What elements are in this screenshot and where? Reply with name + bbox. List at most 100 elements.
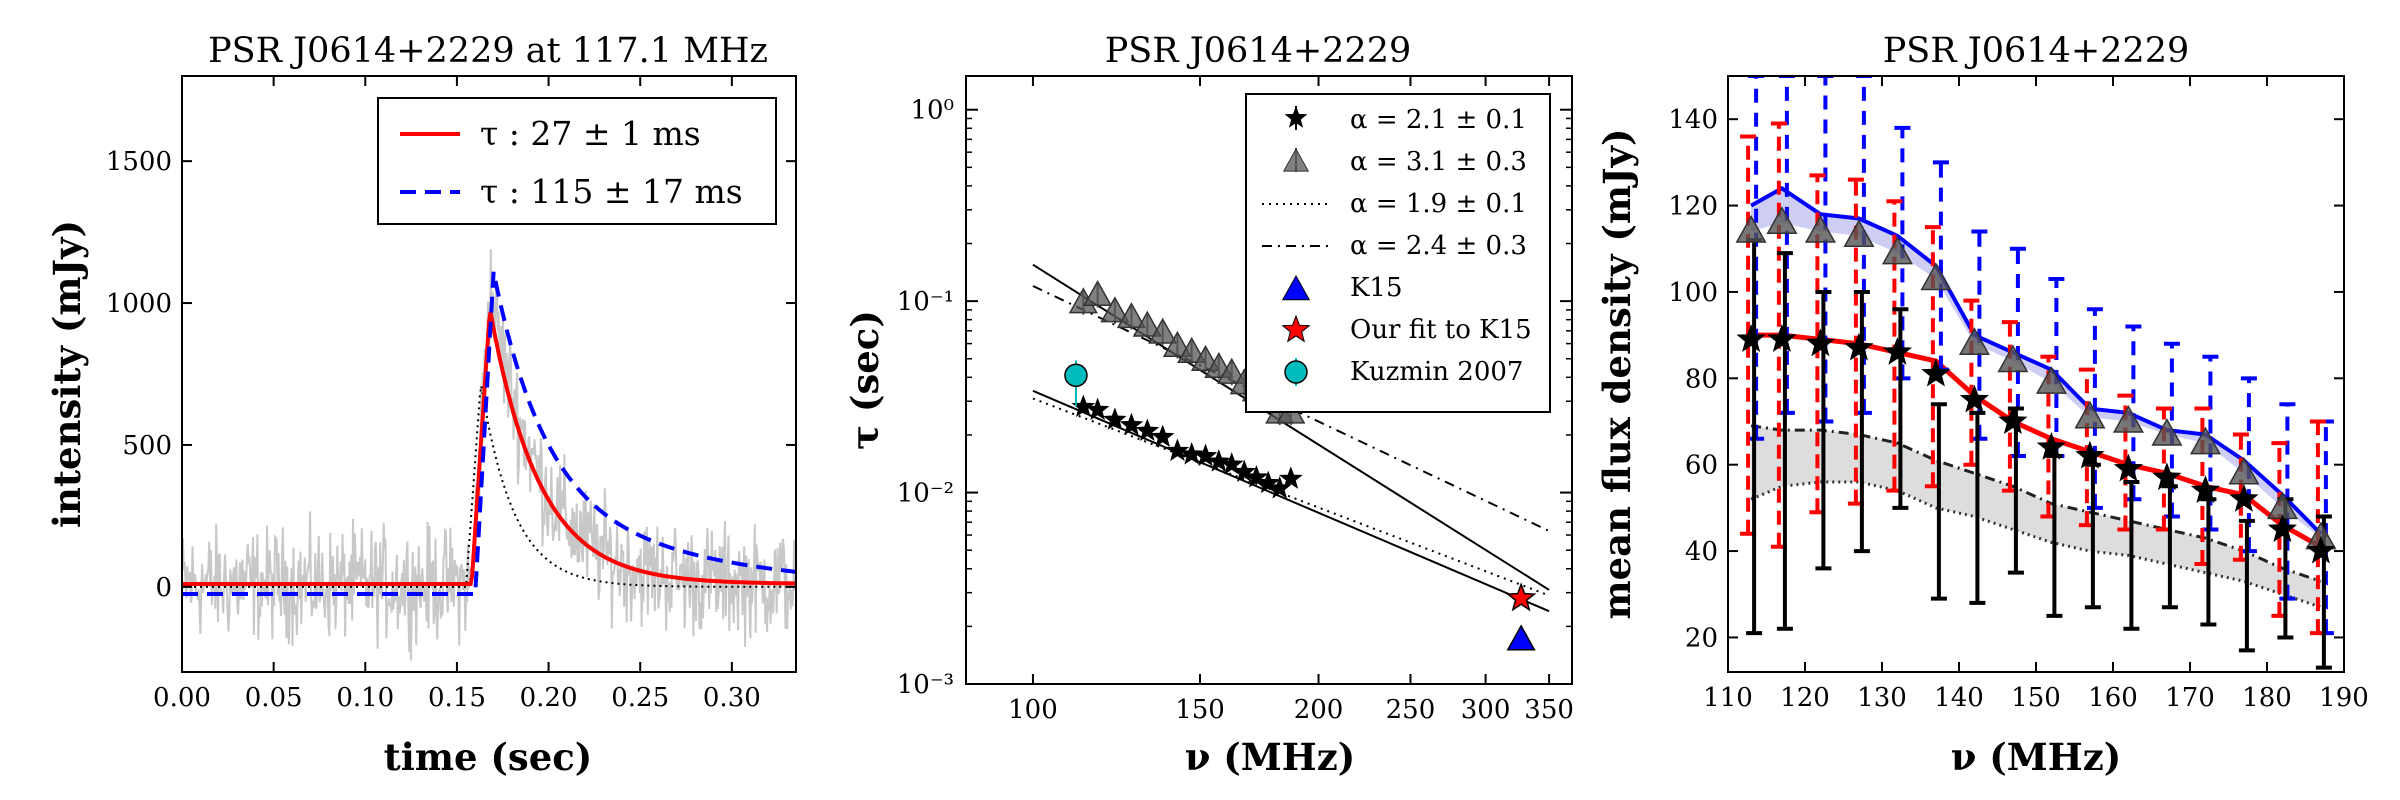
panel-3-ytick-label: 120 (1668, 192, 1718, 222)
star-point (1193, 443, 1218, 467)
panel-2-ytick-label: 10⁻¹ (897, 287, 954, 317)
triangle-point (2189, 426, 2221, 455)
triangle-point (1083, 279, 1113, 307)
panel-1-xtick-label: 0.20 (520, 683, 578, 713)
triangle-point (1881, 236, 1913, 265)
star-point (2306, 535, 2336, 564)
panel-3-title: PSR J0614+2229 (1883, 31, 2190, 71)
panel-3-xlabel: ν (MHz) (1951, 735, 2122, 779)
our-fit-k15-point (1505, 582, 1537, 612)
panel-2: PSR J0614+2229 100 150 200 250 300 350 10⁻³ 10⁻… (843, 31, 1574, 779)
panel-1-legend: τ : 27 ± 1 ms τ : 115 ± 17 ms (377, 97, 777, 225)
panel-3-ytick-label: 80 (1685, 364, 1718, 394)
panel-2-ytick-label: 10⁰ (910, 96, 954, 126)
triangle-point (1100, 296, 1130, 323)
panel-3-series (1735, 76, 2337, 670)
panel-3-ytick-label: 140 (1668, 105, 1718, 135)
panel-1-ylabel: intensity (mJy) (45, 220, 89, 528)
legend-label-our-fit: Our fit to K15 (1350, 315, 1532, 345)
kuzmin-point (1064, 363, 1088, 388)
panel-3: PSR J0614+2229 110 120 130 140 150 160 170 180 1… (1595, 31, 2369, 779)
star-point (1921, 358, 1951, 387)
panel-1-ytick-label: 1000 (106, 289, 172, 319)
triangle-point (2228, 456, 2260, 485)
panel-1-clipped (182, 248, 796, 661)
panel-1: PSR J0614+2229 at 117.1 MHz 0.00 0.05 0.10… (45, 31, 797, 779)
red-curve-line (1751, 332, 2323, 549)
star-point (1206, 449, 1231, 472)
panel-1-ytick-label: 500 (122, 431, 172, 461)
panel-3-ylabel: mean flux density (mJy) (1595, 128, 1639, 619)
triangle-point (1116, 302, 1146, 329)
panel-2-frame (965, 75, 1573, 685)
panel-2-xlabel: ν (MHz) (1185, 735, 1356, 779)
star-point (2152, 462, 2182, 491)
panel-1-xtick-label: 0.00 (153, 683, 211, 713)
panel-3-ytick-label: 20 (1685, 623, 1718, 653)
star-point (2075, 440, 2105, 469)
star-point (2036, 431, 2067, 460)
panel-3-xtick-label: 150 (2011, 683, 2061, 713)
panel-2-ticks: 100 150 200 250 300 350 10⁻³ 10⁻² 10⁻¹ 10⁰ (897, 76, 1574, 725)
star-point (1103, 407, 1127, 430)
triangle-point (1843, 219, 1875, 248)
legend-our-fit-marker (1281, 314, 1311, 343)
panel-1-xtick-label: 0.10 (336, 683, 394, 713)
triangle-point (1766, 206, 1798, 235)
legend-k15-marker (1281, 274, 1311, 301)
triangle-point (1735, 214, 1767, 243)
panel-2-legend: α = 2.1 ± 0.1 α = 3.1 ± 0.3 α = 1.9 ± 0.… (1245, 93, 1551, 413)
panel-3-xtick-label: 180 (2242, 683, 2292, 713)
panel-1-xtick-label: 0.05 (245, 683, 303, 713)
panel-3-ytick-label: 100 (1668, 278, 1718, 308)
panel-2-xtick-label: 350 (1524, 695, 1574, 725)
panel-1-frame (181, 75, 797, 673)
panel-3-ytick-label: 60 (1685, 451, 1718, 481)
legend-label-alpha-2-1: α = 2.1 ± 0.1 (1350, 105, 1527, 135)
panel-3-xtick-label: 140 (1934, 683, 1984, 713)
panel-2-title: PSR J0614+2229 (1105, 31, 1412, 71)
triangle-point (1997, 344, 2029, 373)
triangle-point (1217, 357, 1247, 384)
triangle-point (1920, 262, 1952, 291)
panel-1-series (182, 248, 796, 661)
star-point (2267, 514, 2298, 542)
star-point (1844, 332, 1874, 361)
triangle-point (1177, 336, 1207, 363)
dotted-grey-line (1750, 480, 2322, 609)
star-point (1736, 323, 1766, 352)
triangle-point (1132, 310, 1162, 337)
legend-label-alpha-1-9: α = 1.9 ± 0.1 (1350, 189, 1527, 219)
star-point (1085, 397, 1110, 421)
star-point (1179, 442, 1204, 465)
star-point (1279, 466, 1303, 489)
legend-label-alpha-2-4: α = 2.4 ± 0.3 (1350, 231, 1527, 261)
legend-star-marker (1284, 106, 1308, 128)
panel-3-xtick-label: 120 (1780, 683, 1830, 713)
triangle-point (1958, 327, 1990, 356)
star-point (2190, 475, 2221, 504)
legend-triangle-marker (1282, 147, 1310, 172)
legend-kuzmin-marker (1284, 360, 1308, 384)
fit-line-dotted (1032, 397, 1550, 597)
star-point (1959, 384, 1990, 413)
panel-3-xtick-label: 130 (1857, 683, 1907, 713)
triangle-point (2074, 400, 2106, 429)
panel-1-xtick-label: 0.25 (611, 683, 669, 713)
triangle-point (1162, 330, 1192, 357)
star-point (1150, 424, 1175, 448)
triangle-point (2112, 404, 2144, 433)
star-point (1882, 336, 1913, 365)
legend-label-kuzmin: Kuzmin 2007 (1350, 357, 1523, 387)
star-point (1232, 459, 1257, 483)
panel-3-xtick-label: 160 (2088, 683, 2138, 713)
dashdot-grey-line (1750, 424, 2322, 583)
legend-label-tau-27: τ : 27 ± 1 ms (480, 114, 701, 153)
star-point (1219, 452, 1244, 475)
star-point (1767, 323, 1797, 352)
panel-3-xtick-label: 170 (2165, 683, 2215, 713)
intrinsic-dotted-line (182, 385, 796, 588)
legend-label-tau-115: τ : 115 ± 17 ms (480, 172, 743, 211)
panel-1-xlabel: time (sec) (384, 735, 593, 779)
